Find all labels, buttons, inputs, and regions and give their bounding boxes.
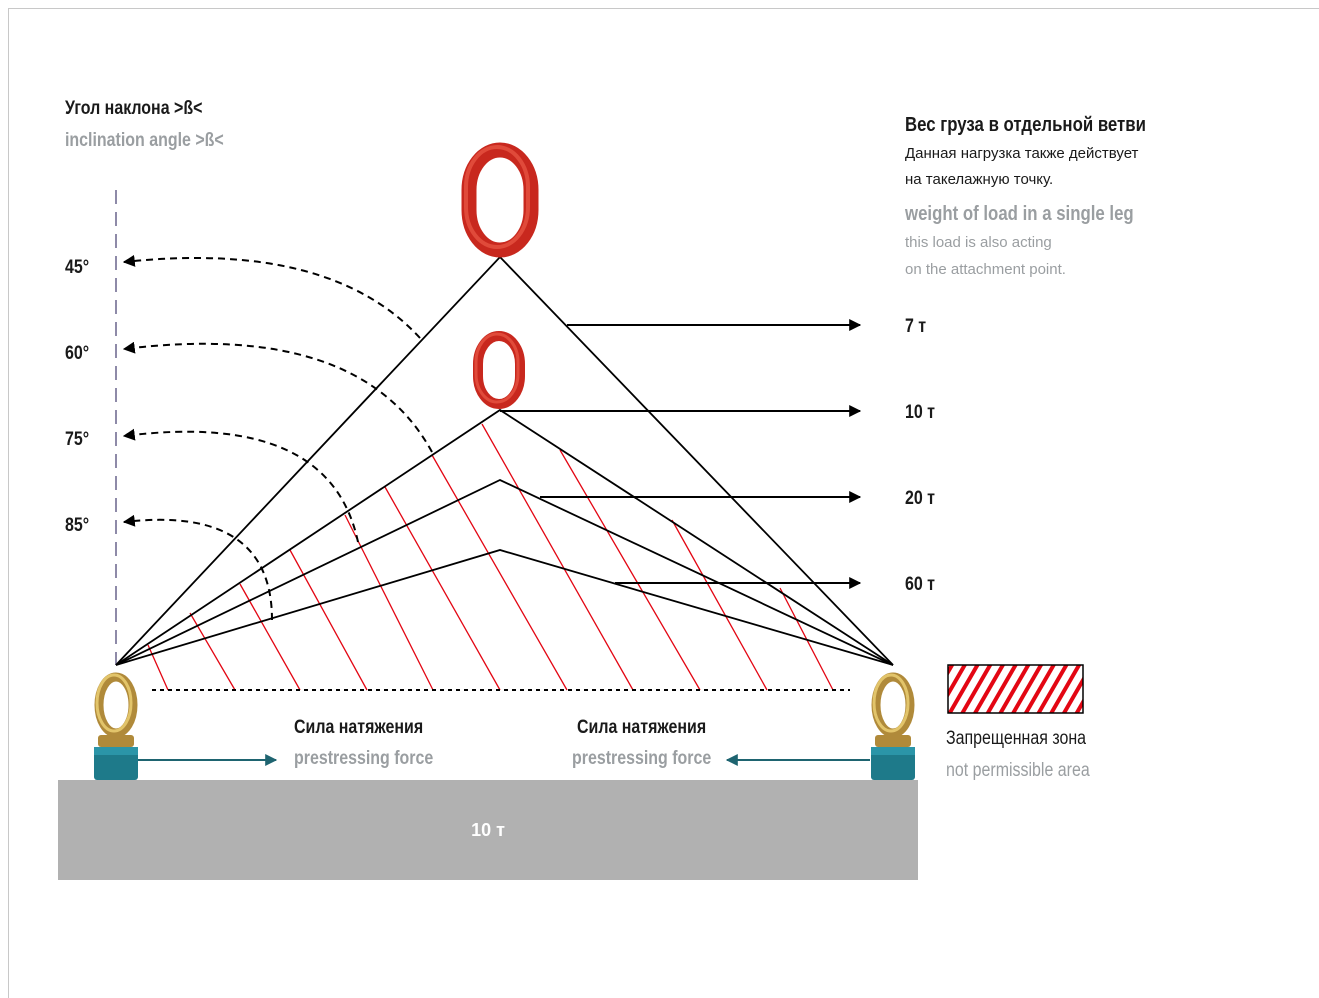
load-label-7: 7 т (905, 316, 927, 337)
weight-title-ru: Вес груза в отдельной ветви (905, 114, 1146, 136)
load-block-label: 10 т (471, 820, 505, 840)
sling-legs-85 (115, 549, 894, 666)
forbidden-zone-hatch (147, 423, 834, 691)
angle-label-45: 45° (65, 257, 90, 278)
sling-legs-75 (115, 479, 894, 666)
force-label-right-ru: Сила натяжения (577, 717, 707, 738)
lashing-point-right-icon (871, 672, 915, 780)
weight-title-en: weight of load in a single leg (905, 203, 1134, 225)
angle-arc-85 (122, 514, 273, 621)
angle-label-60: 60° (65, 343, 90, 364)
legend-label-en: not permissible area (946, 760, 1090, 781)
angle-label-75: 75° (65, 429, 90, 450)
master-link-small-icon (473, 331, 525, 409)
angle-title-en: inclination angle >ß< (65, 130, 224, 151)
weight-desc-ru-line1: Данная нагрузка также действует (905, 145, 1139, 162)
angle-arc-45 (122, 254, 421, 339)
legend-hatch-swatch (947, 664, 1084, 714)
angle-label-85: 85° (65, 515, 90, 536)
sling-legs (115, 255, 894, 666)
load-label-60: 60 т (905, 574, 936, 595)
angle-arc-75 (122, 428, 359, 543)
legend-label-ru: Запрещенная зона (946, 728, 1087, 749)
angle-arcs (122, 254, 433, 621)
weight-desc-en-line2: on the attachment point. (905, 261, 1066, 278)
angle-title-ru: Угол наклона >ß< (65, 98, 203, 119)
sling-legs-45 (115, 255, 894, 666)
page-frame (8, 8, 1319, 998)
master-link-large-icon (461, 142, 539, 258)
lashing-point-left-icon (94, 672, 138, 780)
load-label-10: 10 т (905, 402, 936, 423)
angle-arc-60 (122, 341, 433, 453)
weight-desc-ru-line2: на такелажную точку. (905, 171, 1054, 188)
force-label-left-en: prestressing force (294, 748, 434, 769)
force-label-right-en: prestressing force (572, 748, 712, 769)
load-arrows (500, 319, 862, 589)
force-label-left-ru: Сила натяжения (294, 717, 424, 738)
load-block: 10 т (58, 780, 918, 880)
weight-desc-en-line1: this load is also acting (905, 234, 1052, 251)
load-label-20: 20 т (905, 488, 936, 509)
